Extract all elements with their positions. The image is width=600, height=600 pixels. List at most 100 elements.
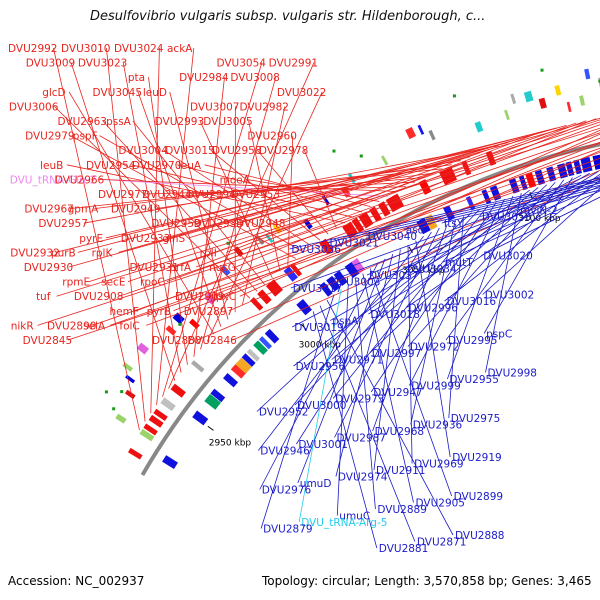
gene-label[interactable]: DVU2955: [449, 374, 499, 386]
gene-label[interactable]: DVU2930: [24, 262, 74, 274]
gene-label[interactable]: glcD: [42, 87, 65, 99]
gene-label[interactable]: pta: [128, 72, 145, 84]
gene-label[interactable]: DVU3053: [482, 212, 532, 224]
gene-label[interactable]: DVU3018: [370, 309, 420, 321]
gene-label[interactable]: DVU2897: [184, 306, 234, 318]
gene-label[interactable]: DVU2975: [451, 413, 501, 425]
gene-label[interactable]: DVU2879: [263, 524, 313, 536]
gene-label[interactable]: DVU3002: [485, 290, 535, 302]
gene-label[interactable]: DVU2984: [179, 72, 229, 84]
gene-label[interactable]: DVU2880: [152, 335, 202, 347]
gene-label[interactable]: purB: [51, 247, 76, 259]
gene-label[interactable]: pyrE: [79, 233, 103, 245]
gene-label[interactable]: DVU2963: [58, 116, 108, 128]
gene-label[interactable]: leuA: [178, 160, 202, 172]
gene-label[interactable]: DVU3021: [330, 238, 380, 250]
gene-label[interactable]: DVU3036: [291, 244, 341, 256]
gene-label[interactable]: DVU3005: [203, 116, 253, 128]
gene-label[interactable]: DVU2959: [151, 218, 201, 230]
gene-label[interactable]: DVU2968: [375, 426, 425, 438]
gene-label[interactable]: DVU2993: [155, 116, 205, 128]
gene-label[interactable]: DVU2890: [47, 320, 96, 332]
gene-label[interactable]: DVU_tRNA-Arg-5: [301, 517, 387, 529]
gene-label[interactable]: DVU2958: [212, 145, 261, 157]
gene-label[interactable]: DVU3054: [216, 58, 266, 70]
gene-label[interactable]: ackA: [167, 43, 193, 55]
gene-label[interactable]: DVU3007: [190, 101, 240, 113]
gene-label[interactable]: lpxC: [213, 291, 236, 303]
gene-label[interactable]: pyrB: [147, 306, 171, 318]
gene-label[interactable]: DVU2994: [186, 189, 236, 201]
gene-label[interactable]: DVU2933: [121, 233, 171, 245]
gene-label[interactable]: DVU2946: [260, 446, 310, 458]
gene-label[interactable]: rpmE: [62, 277, 90, 289]
gene-label[interactable]: rpoC: [140, 277, 165, 289]
gene-label[interactable]: mviN-2: [520, 205, 558, 217]
gene-label[interactable]: DVU2977: [98, 189, 148, 201]
gene-label[interactable]: DVU2954: [86, 160, 136, 172]
gene-label[interactable]: DVU2889: [377, 504, 427, 516]
gene-label[interactable]: DVU3010: [61, 43, 111, 55]
gene-label[interactable]: DVU2911: [376, 465, 426, 477]
gene-label[interactable]: umuD: [300, 478, 332, 490]
gene-label[interactable]: rplK: [92, 247, 114, 259]
gene-label[interactable]: DVU2952: [259, 407, 309, 419]
gene-label[interactable]: DVU3006: [9, 101, 59, 113]
gene-label[interactable]: leuD: [143, 87, 167, 99]
gene-label[interactable]: DVU2966: [55, 174, 105, 186]
gene-label[interactable]: DVU2846: [187, 335, 237, 347]
gene-label[interactable]: mutT: [445, 257, 473, 269]
gene-label[interactable]: DVU2971: [334, 355, 384, 367]
gene-label[interactable]: DVU2998: [488, 368, 538, 380]
gene-label[interactable]: DVU3000: [297, 400, 347, 412]
gene-label[interactable]: ftsY: [444, 218, 464, 230]
gene-label[interactable]: DVU2888: [455, 530, 505, 542]
gene-label[interactable]: selA: [83, 320, 106, 332]
gene-label[interactable]: folC: [119, 320, 139, 332]
gene-label[interactable]: secE: [101, 277, 125, 289]
gene-label[interactable]: gpmA: [68, 204, 100, 216]
gene-label[interactable]: DVU2970: [132, 160, 182, 172]
gene-label[interactable]: DVU2947: [373, 387, 423, 399]
gene-label[interactable]: DVU2973: [335, 394, 385, 406]
gene-label[interactable]: DVU2996: [409, 303, 459, 315]
gene-label[interactable]: DVU2932: [10, 247, 60, 259]
gene-label[interactable]: DVU2991: [269, 58, 319, 70]
gene-label[interactable]: pspC: [486, 329, 512, 341]
gene-label[interactable]: nikR: [11, 320, 34, 332]
gene-label[interactable]: DVU2992: [8, 43, 58, 55]
gene-label[interactable]: DVU2936: [413, 420, 463, 432]
gene-label[interactable]: DVU2899: [454, 491, 504, 503]
gene-label[interactable]: DVU3017: [293, 283, 343, 295]
gene-label[interactable]: moeA: [220, 174, 251, 186]
gene-label[interactable]: DVU3022: [277, 87, 327, 99]
gene-label[interactable]: DVU3023: [78, 58, 128, 70]
gene-label[interactable]: DVU2974: [338, 472, 388, 484]
gene-label[interactable]: DVU2979: [25, 131, 75, 143]
gene-label[interactable]: DVU2978: [259, 145, 309, 157]
gene-label[interactable]: DVU2956: [296, 361, 346, 373]
gene-label[interactable]: DVU2960: [247, 131, 297, 143]
gene-label[interactable]: hemF: [110, 306, 139, 318]
gene-label[interactable]: DVU2967: [24, 204, 74, 216]
gene-label[interactable]: DVU3024: [114, 43, 164, 55]
gene-label[interactable]: prfA: [169, 262, 192, 274]
gene-label[interactable]: DVU_tRNA-Gln-2: [10, 174, 97, 186]
gene-label[interactable]: rpII: [200, 247, 217, 259]
gene-label[interactable]: asd: [406, 225, 425, 237]
gene-label[interactable]: tuf: [36, 291, 51, 303]
gene-label[interactable]: DVU3015: [165, 145, 215, 157]
gene-label[interactable]: DVU3040: [368, 231, 418, 243]
gene-label[interactable]: DVU2957: [38, 218, 88, 230]
gene-label[interactable]: DVU2969: [414, 459, 464, 471]
gene-label[interactable]: DVU3004: [118, 145, 168, 157]
gene-label[interactable]: DVU2919: [452, 452, 502, 464]
gene-label[interactable]: pspF: [73, 131, 98, 143]
gene-label[interactable]: DVU2949: [111, 204, 160, 216]
gene-label[interactable]: DVU3019: [294, 322, 344, 334]
gene-label[interactable]: DVU2908: [74, 291, 124, 303]
gene-label[interactable]: DVU2871: [417, 537, 467, 549]
gene-label[interactable]: DVU3009: [26, 58, 75, 70]
gene-label[interactable]: DVU2845: [23, 335, 73, 347]
gene-label[interactable]: DVU3034: [407, 264, 457, 276]
